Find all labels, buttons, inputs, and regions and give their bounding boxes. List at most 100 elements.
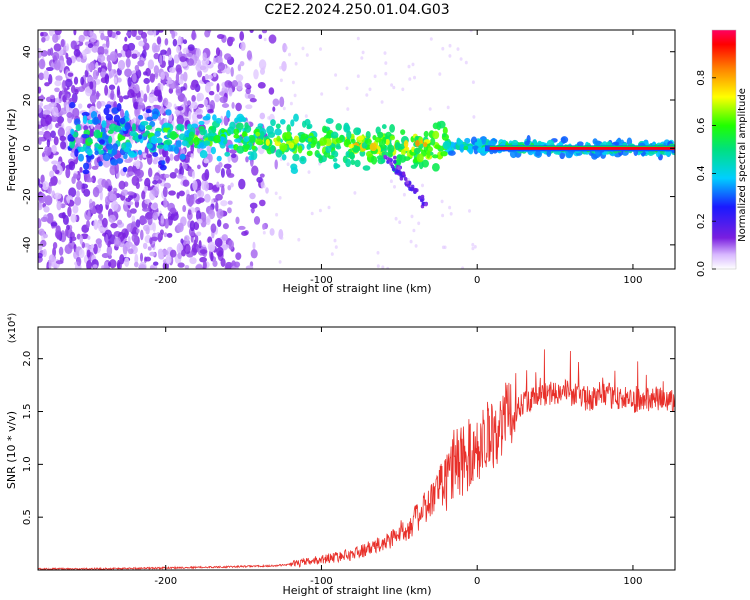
spectrogram-cell [249,192,256,200]
spectrogram-cell [38,252,43,259]
spectrogram-cell [205,215,211,226]
spectrogram-cell [79,234,83,245]
spectrogram-cell [356,74,360,78]
spectrogram-cell [179,153,186,160]
spectrogram-cell [84,69,89,78]
spectrogram-cell [184,264,190,269]
spectrogram-cell [193,136,200,146]
spectrogram-cell [224,151,231,157]
spectrogram-cell [110,89,115,101]
snr-frame [37,326,676,571]
spectrogram-cell [413,75,416,80]
spectrogram-cell [279,78,283,83]
spectrogram-cell [181,140,188,147]
spectrogram-cell [42,233,48,239]
spectrogram-cell [258,34,263,39]
spectrogram-cell [393,185,396,189]
spectrogram-cell [207,241,216,252]
spectrogram-cell [398,171,403,176]
spectrogram-cell [124,68,132,78]
spectrogram-cell [416,153,424,163]
spectrogram-cell [86,249,91,258]
spectrogram-cell [80,76,85,86]
spectrogram-cell [185,52,193,58]
spectrogram-cell [142,207,150,212]
spectrogram-cell [145,226,150,235]
spectrogram-cell [441,132,447,138]
spectrogram-cell [421,201,426,206]
spectrogram-cell [179,56,187,63]
spectrogram-cell [385,138,390,146]
spectrogram-cell [146,84,150,94]
spectrogram-cell [290,119,295,127]
spectrogram-cell [117,59,126,71]
spectrogram-cell [138,40,145,47]
spectrogram-cell [365,130,371,140]
spectrogram-cell [148,93,155,104]
spectrogram-cell [426,150,431,159]
snr-x-axis: -200 -100 0 100 [154,327,642,587]
spectrogram-cell [162,122,171,128]
spectrogram-cell [78,103,83,109]
spectrogram-cell [38,183,43,188]
spectrogram-cell [209,100,216,111]
spectrogram-cell [97,54,106,63]
spectrogram-cell [53,43,62,52]
spectrogram-cell [380,100,384,104]
spectrogram-cell [146,116,154,121]
spectrogram-cell [420,198,424,203]
spectrogram-cell [77,86,86,92]
spectrogram-cell [212,114,217,122]
spectrogram-cell [190,101,198,110]
spectrogram-cell [249,98,257,103]
spectrogram-cell [70,128,75,135]
spectrogram-cell [118,180,126,190]
spectrogram-cell [215,56,222,64]
spectrogram-cell [168,54,173,61]
spectrogram-cell [343,124,351,133]
spectrogram-cell [152,180,158,185]
spectrogram-cell [128,248,134,255]
spectrogram-cell [407,64,411,69]
spectrogram-cell [147,167,153,178]
spectrogram-cell [223,163,232,169]
spectrogram-cell [213,134,222,144]
spectrogram-cell [143,71,148,76]
spectrogram-cell [93,243,98,255]
spectrogram-cell [68,187,77,198]
spectrogram-cell [474,141,481,147]
spectrogram-cell [154,130,161,137]
spectrogram-cell [89,202,94,210]
colorbar-tick-label: 0.6 [696,118,707,134]
spectrogram-x-label: Height of straight line (km) [282,282,431,295]
spectrogram-cell [255,131,261,137]
spectrogram-cell [216,155,222,162]
spectrogram-cell [201,75,206,83]
spectrogram-cell [53,192,62,200]
spectrogram-cell [100,32,105,41]
spectrogram-cell [576,141,584,147]
spectrogram-cell [38,86,42,94]
snr-y-tick-label: 1.0 [22,456,33,472]
spectrogram-cell [169,171,177,179]
spectrogram-cell [84,174,88,181]
spectrogram-y-tick-label: -40 [22,237,33,253]
spectrogram-cell [384,71,388,76]
spectrogram-cell [110,222,118,229]
carrier-line-edge [489,145,675,147]
spectrogram-cell [182,39,188,45]
spectrogram-cell [220,167,225,178]
spectrogram-cell [214,237,223,248]
spectrogram-cell [157,232,162,243]
spectrogram-cell [69,97,75,102]
colorbar-tick-label: 0.8 [696,70,707,86]
spectrogram-cell [176,123,184,130]
spectrogram-cell [197,69,203,78]
colorbar-ticks: 0.0 0.2 0.4 0.6 0.8 [696,70,716,277]
spectrogram-cell [501,139,507,144]
snr-y-tick-label: 2.0 [22,351,33,367]
spectrogram-cell [195,48,201,58]
spectrogram-cell [262,184,266,189]
spectrogram-cell [272,106,276,112]
spectrogram-cell [233,128,240,135]
